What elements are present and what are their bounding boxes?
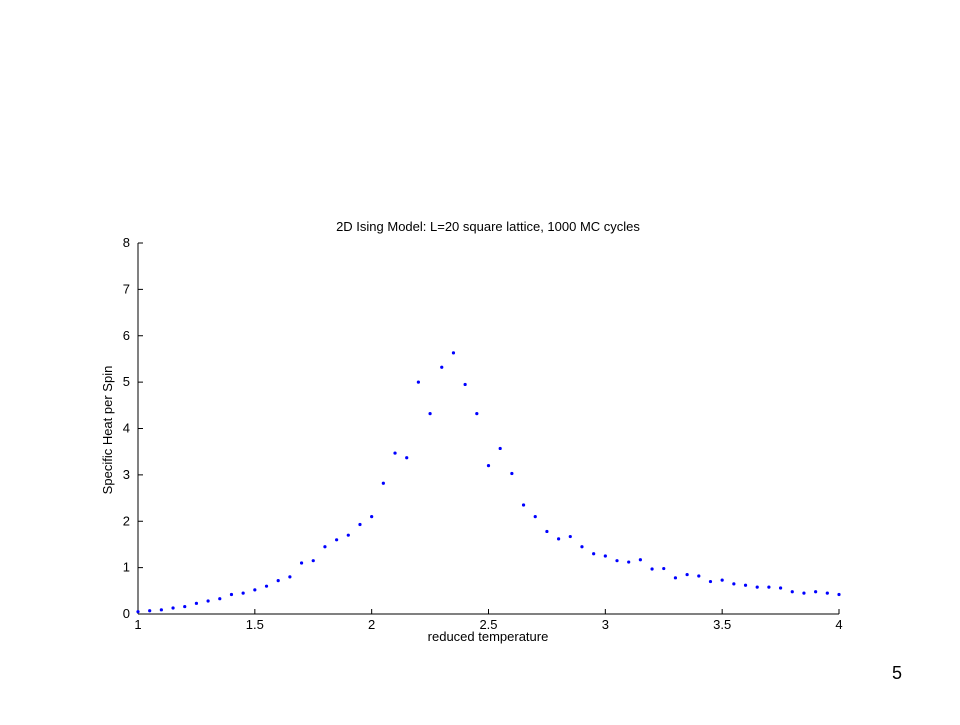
data-point <box>183 604 187 609</box>
data-point <box>708 579 713 584</box>
data-point <box>218 597 222 601</box>
data-point <box>568 534 572 539</box>
data-point <box>148 609 152 613</box>
data-point <box>580 545 584 549</box>
data-point <box>475 412 479 416</box>
data-point <box>311 559 315 563</box>
y-tick-label: 2 <box>123 513 130 528</box>
data-point <box>346 533 350 537</box>
data-point <box>755 585 759 589</box>
x-tick-label: 4 <box>835 617 842 632</box>
data-point <box>802 591 806 595</box>
data-point <box>299 561 304 565</box>
data-point <box>159 608 163 612</box>
data-point <box>825 591 829 595</box>
x-tick-label: 1.5 <box>246 617 264 632</box>
data-point <box>743 583 748 587</box>
data-point <box>393 451 397 455</box>
data-point <box>498 446 502 451</box>
y-tick-label: 4 <box>123 421 130 436</box>
data-point <box>335 538 339 542</box>
data-point <box>370 515 374 519</box>
data-point <box>778 586 783 590</box>
data-point <box>685 572 689 577</box>
data-point <box>545 529 549 534</box>
data-point <box>615 559 619 563</box>
data-point <box>627 560 631 564</box>
data-point <box>673 576 678 580</box>
data-point <box>510 471 514 476</box>
data-point <box>814 590 818 594</box>
x-tick-label: 3.5 <box>713 617 731 632</box>
y-tick-label: 0 <box>123 606 130 621</box>
y-tick-label: 6 <box>123 328 130 343</box>
data-point <box>592 552 596 556</box>
data-point <box>428 412 432 416</box>
data-point <box>521 503 526 507</box>
data-point <box>557 537 561 541</box>
data-point <box>603 554 607 558</box>
x-tick-label: 3 <box>602 617 609 632</box>
data-point <box>264 584 269 588</box>
data-point <box>837 592 841 597</box>
data-point <box>405 456 409 460</box>
data-point <box>767 585 771 589</box>
data-point <box>229 592 234 597</box>
data-point <box>194 601 199 605</box>
data-point <box>416 380 420 384</box>
data-point <box>720 578 724 582</box>
data-point <box>358 522 362 527</box>
x-tick-label: 2 <box>368 617 375 632</box>
data-point <box>440 365 444 369</box>
data-point <box>381 481 385 485</box>
data-point <box>486 464 491 468</box>
y-tick-label: 8 <box>123 235 130 250</box>
data-point <box>323 545 327 549</box>
y-tick-label: 7 <box>123 281 130 296</box>
data-point <box>533 515 537 519</box>
data-point <box>241 591 245 595</box>
y-tick-label: 3 <box>123 467 130 482</box>
data-point <box>276 579 280 583</box>
y-tick-label: 5 <box>123 374 130 389</box>
y-tick-label: 1 <box>123 560 130 575</box>
data-point <box>650 567 654 571</box>
data-point <box>790 590 794 594</box>
data-point <box>253 588 257 592</box>
data-point <box>171 606 175 610</box>
data-point <box>697 574 701 578</box>
data-point <box>451 351 456 355</box>
data-point <box>638 558 642 562</box>
page-number: 5 <box>892 663 902 683</box>
x-axis-label: reduced temperature <box>428 629 549 644</box>
y-axis-label: Specific Heat per Spin <box>100 366 115 495</box>
x-tick-label: 1 <box>134 617 141 632</box>
data-point <box>136 610 140 614</box>
data-point <box>662 566 666 571</box>
data-point <box>463 382 467 387</box>
x-tick-label: 2.5 <box>479 617 497 632</box>
data-point <box>732 582 736 586</box>
data-point <box>206 599 210 603</box>
chart-title: 2D Ising Model: L=20 square lattice, 100… <box>336 219 640 234</box>
data-point <box>288 575 292 579</box>
